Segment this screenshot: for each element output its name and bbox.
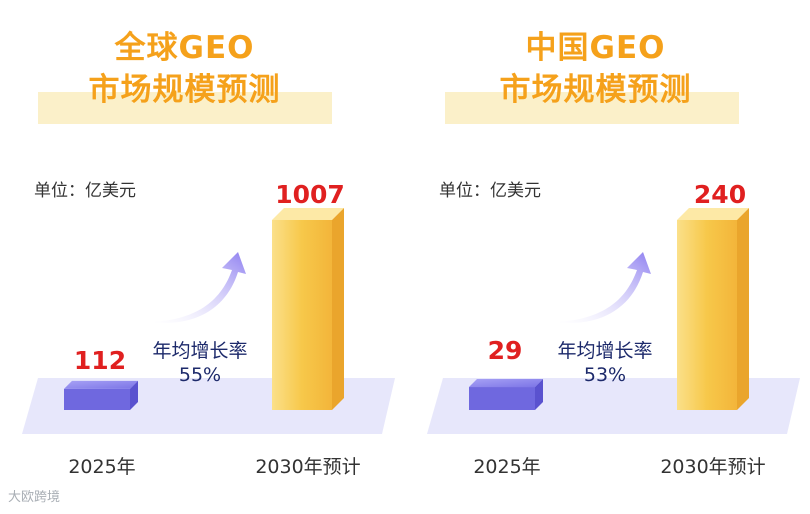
- bar-front-0: [64, 388, 130, 410]
- category-label-1: 2030年预计: [660, 456, 766, 478]
- category-label-0: 2025年: [68, 456, 136, 478]
- unit-label: 单位：亿美元: [439, 181, 541, 201]
- bar-side-1: [332, 208, 344, 410]
- unit-label: 单位：亿美元: [34, 181, 136, 201]
- bar-top-1: [677, 208, 749, 220]
- bar-front-1: [677, 220, 737, 410]
- chart-svg: [22, 208, 395, 434]
- bar-top-0: [469, 379, 543, 388]
- growth-arrow-icon: [150, 252, 246, 323]
- chart-panel-china: 中国GEO 市场规模预测 单位：亿美元 29 240 年均增长率 53% 202…: [405, 0, 810, 514]
- cagr-label: 年均增长率: [557, 340, 653, 362]
- bar-value-label-1: 1007: [275, 180, 345, 209]
- bar-value-label-0: 29: [487, 336, 523, 365]
- chart-title-line2: 市场规模预测: [88, 72, 281, 108]
- growth-arrow-icon: [555, 252, 651, 323]
- bar-value-label-1: 240: [693, 180, 747, 209]
- chart-title-line1: 中国GEO: [525, 30, 666, 66]
- bar-0: [469, 379, 543, 410]
- chart-title-line2: 市场规模预测: [499, 72, 692, 108]
- bar-1: [272, 208, 344, 410]
- category-label-0: 2025年: [473, 456, 541, 478]
- watermark-logo: 大欧跨境: [8, 490, 61, 505]
- bar-side-0: [535, 379, 543, 410]
- bar-0: [64, 380, 138, 410]
- cagr-value: 55%: [178, 364, 222, 386]
- title-band: [38, 92, 332, 124]
- chart-svg: [427, 208, 800, 434]
- bar-value-label-0: 112: [73, 346, 127, 375]
- bar-top-0: [64, 380, 138, 389]
- cagr-label: 年均增长率: [152, 340, 248, 362]
- bar-side-1: [737, 208, 749, 410]
- chart-title-line1: 全球GEO: [114, 30, 255, 66]
- title-band: [445, 92, 739, 124]
- bar-1: [677, 208, 749, 410]
- cagr-value: 53%: [583, 364, 627, 386]
- bar-front-1: [272, 220, 332, 410]
- category-label-1: 2030年预计: [255, 456, 361, 478]
- bar-side-0: [130, 380, 138, 410]
- bar-front-0: [469, 387, 535, 410]
- bar-top-1: [272, 208, 344, 220]
- chart-panel-global: 全球GEO 市场规模预测 单位：亿美元 112 1007 年均增长率 55% 2…: [22, 30, 395, 478]
